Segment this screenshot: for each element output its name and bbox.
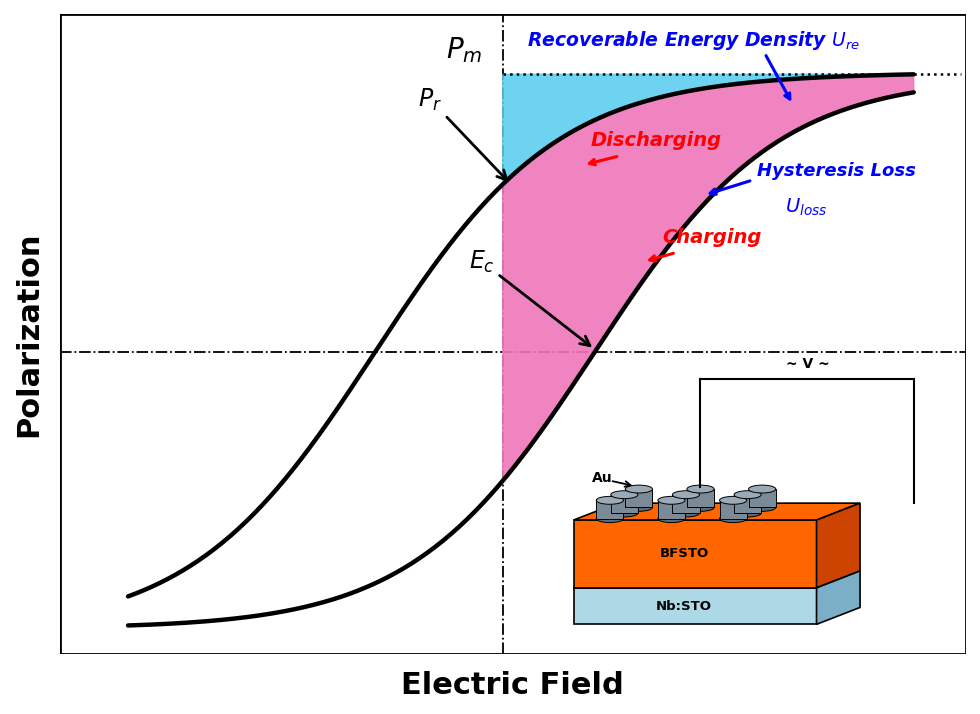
Y-axis label: Polarization: Polarization bbox=[14, 231, 43, 437]
Text: Discharging: Discharging bbox=[590, 131, 721, 150]
Text: $U_{loss}$: $U_{loss}$ bbox=[785, 196, 827, 218]
Polygon shape bbox=[503, 74, 913, 184]
Text: Recoverable Energy Density $U_{re}$: Recoverable Energy Density $U_{re}$ bbox=[527, 29, 859, 52]
X-axis label: Electric Field: Electric Field bbox=[402, 671, 624, 700]
Text: $P_r$: $P_r$ bbox=[418, 86, 507, 180]
Text: $P_m$: $P_m$ bbox=[446, 36, 482, 65]
Polygon shape bbox=[503, 74, 913, 481]
Text: Hysteresis Loss: Hysteresis Loss bbox=[757, 162, 915, 180]
Text: Charging: Charging bbox=[662, 228, 762, 247]
Text: $E_c$: $E_c$ bbox=[468, 248, 590, 346]
